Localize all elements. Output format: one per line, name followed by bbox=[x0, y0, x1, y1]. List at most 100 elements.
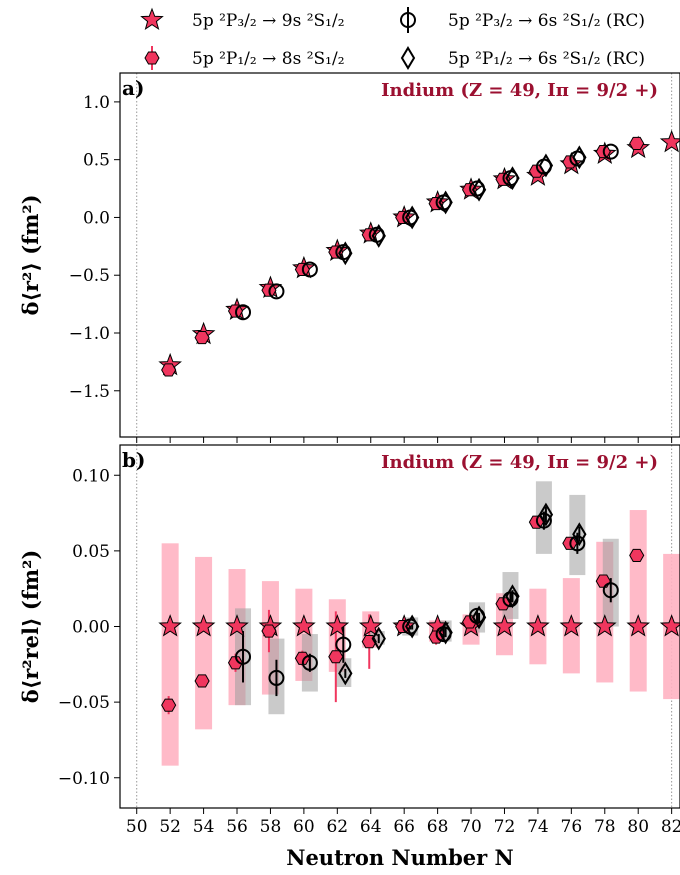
data-point-diamond-open bbox=[505, 166, 520, 191]
data-point-diamond-open bbox=[371, 223, 386, 248]
data-point-diamond-open bbox=[471, 605, 487, 630]
data-point-circle-open bbox=[235, 304, 252, 321]
data-point-hexagon bbox=[294, 651, 310, 665]
data-point-circle-open bbox=[268, 283, 285, 300]
data-point-circle-open bbox=[602, 143, 619, 160]
data-point-star bbox=[626, 614, 651, 637]
legend-label: 5p ²P₁/₂ → 6s ²S₁/₂ (RC) bbox=[448, 49, 645, 69]
data-point-star bbox=[292, 614, 316, 637]
data-point-star bbox=[592, 614, 617, 637]
y-tick-label: 0.0 bbox=[83, 208, 110, 228]
x-tick-label: 68 bbox=[427, 817, 449, 837]
data-point-diamond-open bbox=[438, 620, 453, 645]
data-point-diamond-open bbox=[338, 241, 353, 266]
legend-marker-hexagon bbox=[144, 51, 160, 65]
data-point-star bbox=[225, 614, 249, 637]
data-point-circle-open bbox=[569, 535, 586, 552]
y-tick-label: −0.05 bbox=[58, 693, 110, 713]
x-tick-label: 76 bbox=[561, 817, 583, 837]
data-point-circle-open bbox=[335, 636, 352, 653]
x-tick-label: 72 bbox=[494, 817, 516, 837]
y-tick-label: −1.0 bbox=[69, 324, 110, 344]
data-point-diamond-open bbox=[538, 502, 554, 527]
stable-uncertainty-band bbox=[161, 543, 179, 766]
data-point-hexagon bbox=[161, 698, 177, 712]
data-point-diamond-open bbox=[505, 584, 520, 609]
x-tick-label: 74 bbox=[527, 817, 549, 837]
data-point-circle-open bbox=[268, 669, 285, 686]
data-point-diamond-open bbox=[405, 614, 420, 639]
legend-marker-circle-open bbox=[400, 12, 416, 28]
data-point-hexagon bbox=[227, 656, 244, 670]
data-point-circle-open bbox=[301, 261, 318, 278]
panel-a: −1.5 −1.0 −0.5 0.0 0.5 1.0 a) Indium (Z = 49,… bbox=[18, 72, 680, 443]
legend-marker-diamond-open bbox=[400, 46, 416, 70]
stable-uncertainty-band bbox=[629, 510, 647, 692]
data-point-diamond-open bbox=[405, 205, 420, 230]
data-point-hexagon bbox=[194, 674, 210, 688]
y-tick-label: −1.5 bbox=[69, 382, 110, 402]
legend-label: 5p ²P₁/₂ → 8s ²S₁/₂ bbox=[192, 49, 345, 69]
legend-label: 5p ²P₃/₂ → 6s ²S₁/₂ (RC) bbox=[448, 11, 645, 31]
x-tick-label: 54 bbox=[193, 817, 215, 837]
data-point-circle-open bbox=[235, 648, 252, 665]
legend-label: 5p ²P₃/₂ → 9s ²S₁/₂ bbox=[192, 11, 345, 31]
y-tick-label: 0.5 bbox=[83, 151, 110, 171]
x-tick-label: 66 bbox=[393, 817, 415, 837]
stable-uncertainty-band bbox=[195, 556, 213, 730]
y-tick-label: 1.0 bbox=[83, 93, 110, 113]
x-tick-label: 70 bbox=[460, 817, 482, 837]
panel-a-label: a) bbox=[122, 76, 144, 100]
panel-a-y-axis-title: δ⟨r²⟩ (fm²) bbox=[18, 194, 43, 315]
x-tick-label: 60 bbox=[293, 817, 315, 837]
data-point-diamond-open bbox=[371, 626, 386, 651]
data-point-diamond-open bbox=[572, 145, 587, 170]
data-point-star bbox=[526, 614, 550, 637]
data-point-hexagon bbox=[161, 363, 177, 377]
data-point-hexagon bbox=[595, 574, 611, 588]
x-tick-label: 52 bbox=[159, 817, 181, 837]
data-point-star bbox=[325, 614, 350, 637]
x-axis-title: Neutron Number N bbox=[286, 845, 513, 870]
panel-b-label: b) bbox=[122, 448, 145, 472]
x-tick-label: 82 bbox=[661, 817, 680, 837]
data-point-diamond-open bbox=[338, 661, 353, 686]
x-tick-label: 56 bbox=[226, 817, 248, 837]
x-tick-label: 78 bbox=[594, 817, 616, 837]
y-tick-label: 0.05 bbox=[72, 542, 110, 562]
data-point-circle-open bbox=[535, 512, 552, 529]
y-tick-label: −0.5 bbox=[69, 266, 110, 286]
x-tick-label: 58 bbox=[260, 817, 282, 837]
x-tick-label: 80 bbox=[627, 817, 649, 837]
y-tick-label: 0.00 bbox=[72, 618, 110, 638]
data-point-star bbox=[358, 614, 383, 637]
data-point-hexagon bbox=[261, 624, 277, 638]
data-point-hexagon bbox=[194, 331, 210, 345]
panel-b: −0.10 −0.05 0.00 0.05 0.10 50 52 54 56 58 60 62 64 66… bbox=[18, 444, 680, 870]
data-point-diamond-open bbox=[572, 522, 587, 547]
data-point-circle-open bbox=[301, 654, 318, 671]
y-tick-label: 0.10 bbox=[72, 466, 110, 486]
x-tick-label: 62 bbox=[326, 817, 348, 837]
data-point-hexagon bbox=[629, 136, 645, 151]
data-point-star bbox=[191, 614, 216, 637]
data-point-diamond-open bbox=[538, 153, 554, 178]
data-point-star bbox=[158, 614, 182, 637]
data-point-star bbox=[492, 614, 517, 637]
x-tick-label: 50 bbox=[126, 817, 148, 837]
data-point-circle-open bbox=[602, 582, 619, 599]
y-tick-label: −0.10 bbox=[58, 769, 110, 789]
panel-b-y-axis-title: δ⟨r²rel⟩ (fm²) bbox=[18, 550, 43, 704]
data-point-diamond-open bbox=[471, 177, 487, 202]
data-point-hexagon bbox=[328, 650, 344, 664]
legend-marker-star bbox=[140, 7, 164, 31]
data-point-hexagon bbox=[629, 548, 645, 562]
data-point-star bbox=[559, 614, 584, 637]
data-point-star bbox=[659, 129, 680, 153]
panel-a-frame bbox=[119, 72, 680, 438]
data-point-diamond-open bbox=[438, 190, 453, 215]
panel-b-element-annotation: Indium (Z = 49, Iπ = 9/2 +) bbox=[381, 452, 658, 473]
legend: 5p ²P₃/₂ → 9s ²S₁/₂ 5p ²P₃/₂ → 6s ²S₁/₂ (… bbox=[140, 7, 645, 70]
x-tick-label: 64 bbox=[360, 817, 382, 837]
